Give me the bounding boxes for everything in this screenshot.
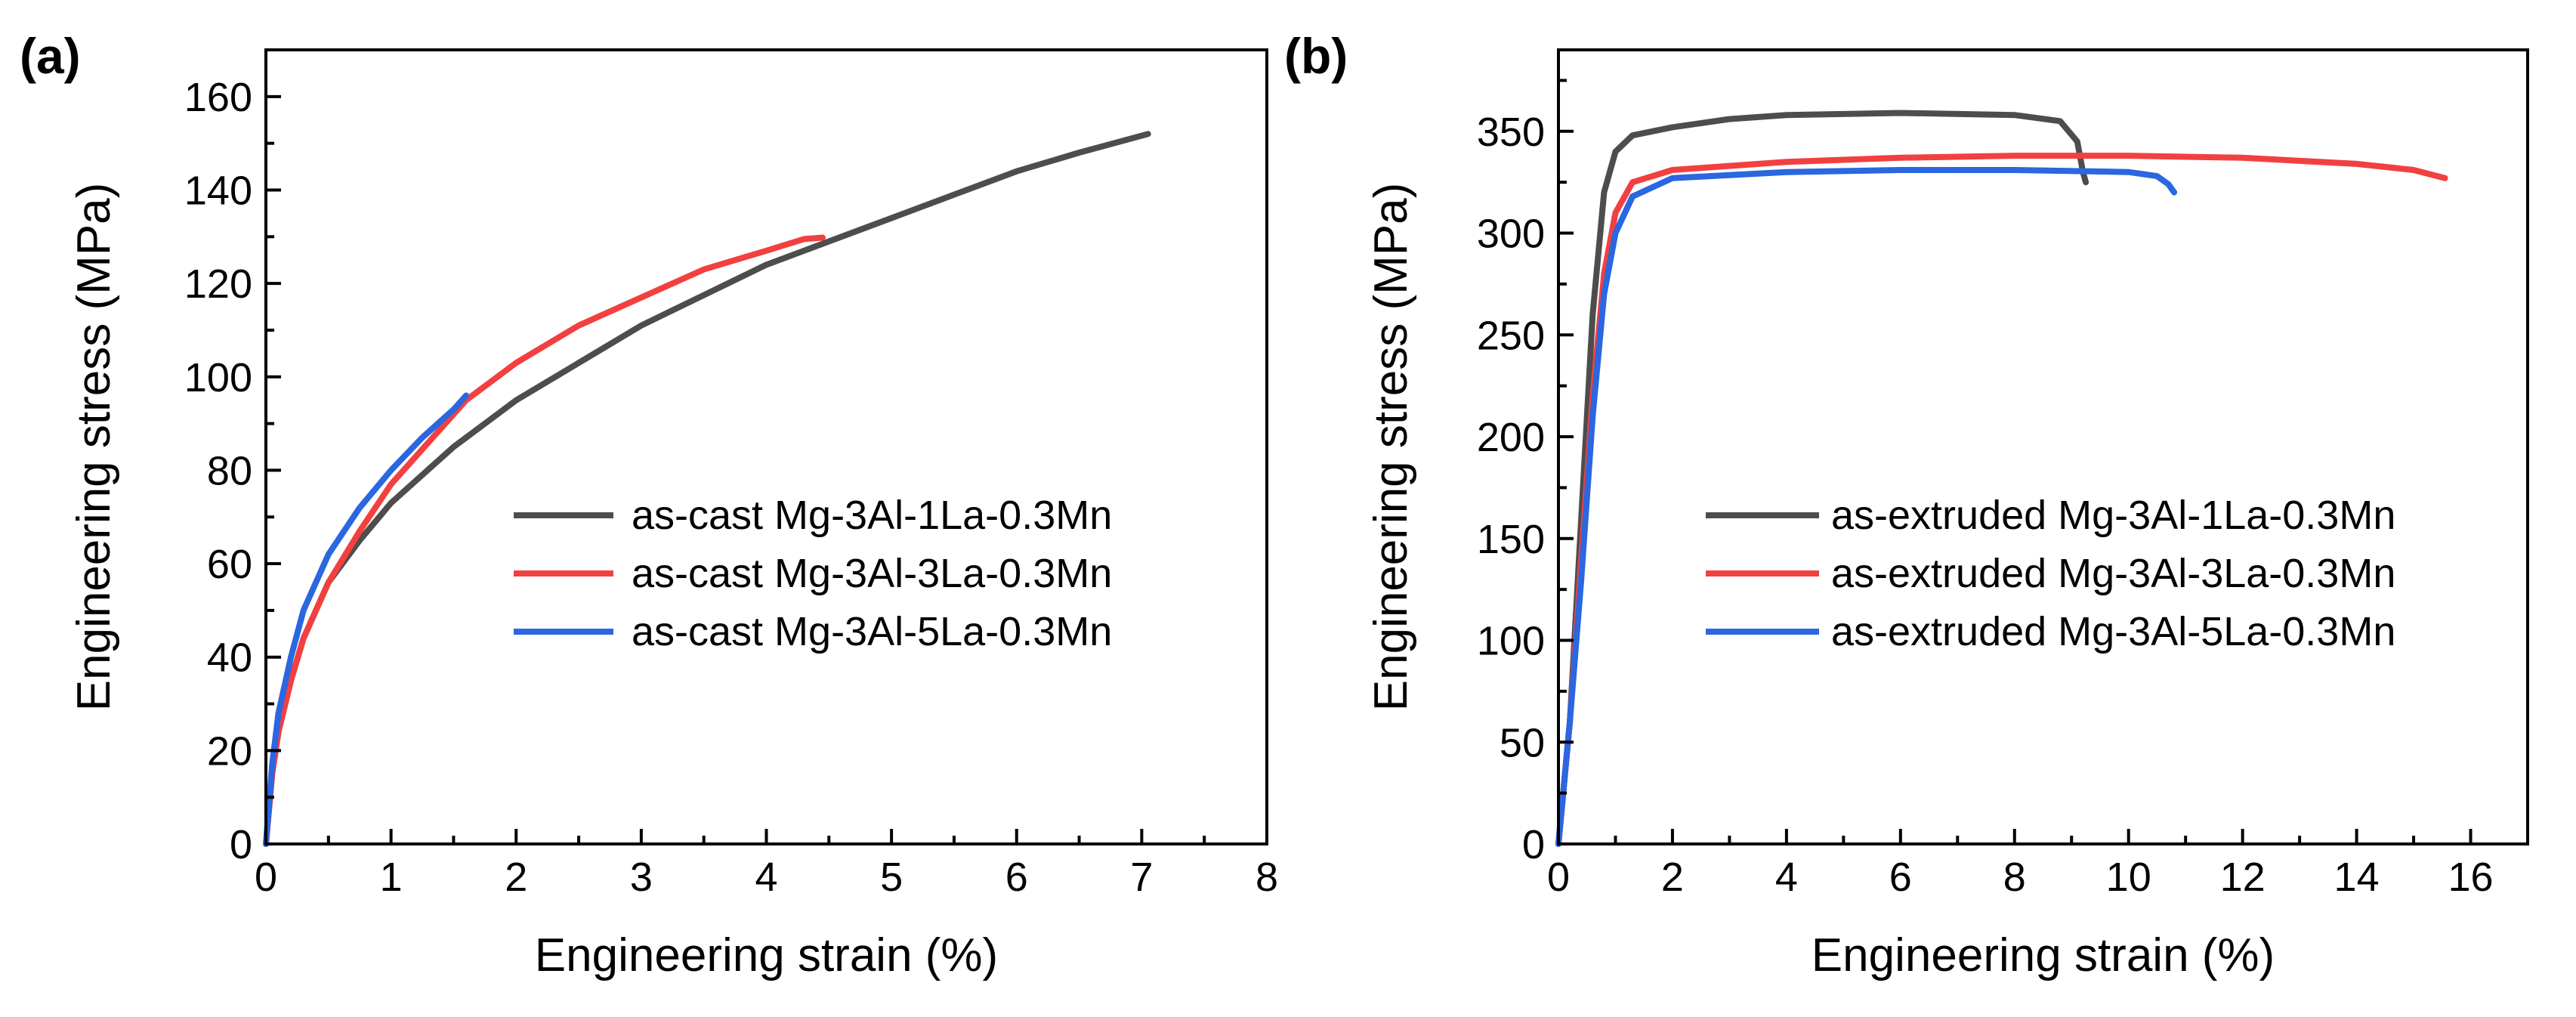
series-line-3 <box>1555 167 2178 847</box>
y-tick-label: 20 <box>207 728 252 774</box>
x-tick-label: 3 <box>630 855 653 900</box>
x-tick-label: 12 <box>2220 855 2266 900</box>
series-line-1 <box>263 131 1151 847</box>
series-line-3 <box>263 392 469 847</box>
y-tick-label: 350 <box>1477 110 1545 155</box>
legend-label-3: as-cast Mg-3Al-5La-0.3Mn <box>632 609 1112 654</box>
y-axis-label: Engineering stress (MPa) <box>1365 183 1417 712</box>
x-axis-label: Engineering strain (%) <box>535 929 998 981</box>
x-tick-label: 10 <box>2106 855 2151 900</box>
x-tick-label: 16 <box>2448 855 2493 900</box>
y-tick-label: 140 <box>184 168 252 213</box>
y-tick-label: 50 <box>1500 720 1545 765</box>
x-tick-label: 8 <box>2003 855 2026 900</box>
y-tick-label: 150 <box>1477 517 1545 562</box>
x-tick-label: 2 <box>1661 855 1684 900</box>
series-line-1 <box>1555 110 2090 847</box>
y-tick-label: 200 <box>1477 415 1545 460</box>
legend-label-3: as-extruded Mg-3Al-5La-0.3Mn <box>1831 609 2395 654</box>
y-tick-label: 300 <box>1477 212 1545 257</box>
y-axis-label: Engineering stress (MPa) <box>68 183 120 712</box>
legend-label-2: as-cast Mg-3Al-3La-0.3Mn <box>632 551 1112 596</box>
x-tick-label: 5 <box>880 855 903 900</box>
y-tick-label: 0 <box>1522 822 1545 867</box>
plot-frame <box>1557 48 2529 845</box>
y-tick-label: 120 <box>184 261 252 307</box>
x-tick-label: 1 <box>380 855 403 900</box>
panel-label: (a) <box>20 28 81 84</box>
y-tick-label: 160 <box>184 75 252 120</box>
x-tick-label: 6 <box>1889 855 1912 900</box>
legend-label-2: as-extruded Mg-3Al-3La-0.3Mn <box>1831 551 2395 596</box>
x-tick-label: 8 <box>1256 855 1278 900</box>
y-tick-label: 250 <box>1477 313 1545 358</box>
x-tick-label: 0 <box>255 855 277 900</box>
series-line-2 <box>263 234 826 847</box>
panel-b: (b) 0 2 4 6 8 10 12 14 16 0 50 100 150 200 250 300 350 Eng… <box>1284 28 2529 981</box>
x-tick-label: 2 <box>505 855 527 900</box>
panel-a: (a)0 1 2 3 4 5 6 7 8020406080100120140160Enginee… <box>20 28 1278 981</box>
x-tick-label: 0 <box>1547 855 1570 900</box>
x-tick-label: 4 <box>1775 855 1798 900</box>
x-tick-label: 4 <box>755 855 777 900</box>
x-axis-label: Engineering strain (%) <box>1812 929 2275 981</box>
y-tick-label: 100 <box>184 355 252 400</box>
y-tick-label: 0 <box>230 822 252 867</box>
x-tick-label: 6 <box>1005 855 1028 900</box>
y-tick-label: 40 <box>207 635 252 681</box>
y-tick-label: 80 <box>207 448 252 493</box>
panel-label: (b) <box>1284 28 1348 84</box>
legend-label-1: as-cast Mg-3Al-1La-0.3Mn <box>632 493 1112 538</box>
y-tick-label: 100 <box>1477 619 1545 664</box>
y-tick-label: 60 <box>207 542 252 587</box>
x-tick-label: 14 <box>2334 855 2380 900</box>
x-tick-label: 7 <box>1130 855 1153 900</box>
legend-label-1: as-extruded Mg-3Al-1La-0.3Mn <box>1831 493 2395 538</box>
